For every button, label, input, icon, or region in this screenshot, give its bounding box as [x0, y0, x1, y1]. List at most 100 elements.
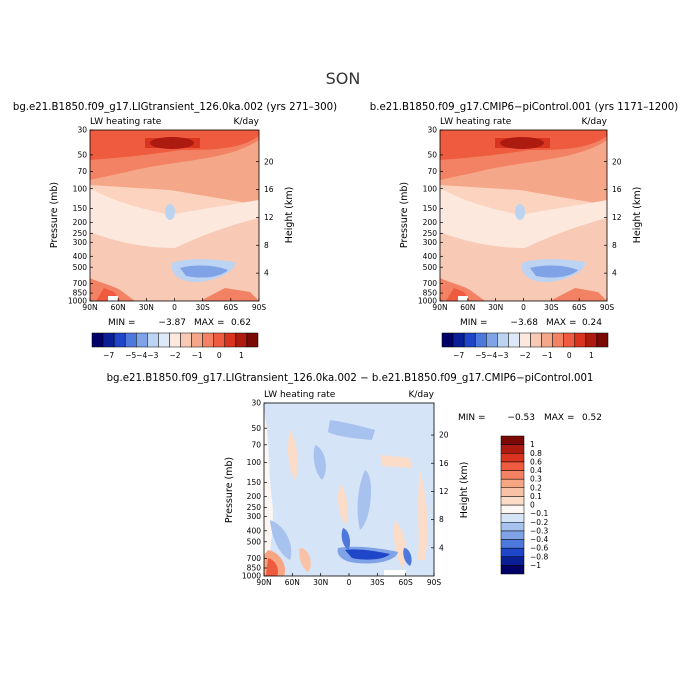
colorbar-label: 1 — [239, 351, 244, 360]
colorbar-label: −3 — [147, 351, 158, 360]
x-tick-label: 60N — [460, 303, 475, 312]
colorbar-swatch — [574, 332, 587, 348]
y-right-tick-label: 8 — [264, 241, 269, 250]
colorbar-swatch — [191, 332, 203, 348]
colorbar-label: −5 — [125, 351, 136, 360]
y-right-tick-label: 16 — [439, 459, 449, 468]
colorbar-swatch — [486, 332, 498, 348]
x-tick-label: 0 — [347, 578, 352, 587]
y-tick-label: 150 — [423, 204, 438, 213]
x-tick-label: 90S — [600, 303, 615, 312]
panel-3-min: −0.53 — [507, 413, 535, 423]
colorbar-swatch — [585, 332, 598, 348]
panel-3-min-label: MIN = — [458, 413, 486, 423]
colorbar-swatch — [463, 332, 476, 348]
colorbar-label: −7 — [453, 351, 464, 360]
panel-2-field — [440, 130, 607, 301]
x-tick-label: 90N — [432, 303, 447, 312]
y-tick-label: 700 — [73, 279, 88, 288]
y-tick-label: 700 — [247, 554, 262, 563]
y-tick-label: 100 — [423, 184, 438, 193]
y-tick-label: 400 — [423, 252, 438, 261]
colorbar-swatch — [530, 332, 542, 348]
colorbar-swatch — [508, 332, 520, 348]
colorbar-swatch — [500, 470, 525, 480]
colorbar-swatch — [452, 332, 465, 348]
colorbar-swatch — [500, 461, 525, 471]
y-tick-label: 250 — [73, 229, 88, 238]
y-tick-label: 200 — [423, 218, 438, 227]
colorbar-label: −0.2 — [530, 518, 548, 527]
y-tick-label: 1000 — [418, 297, 437, 306]
x-tick-label: 60N — [111, 303, 126, 312]
y-tick-label: 70 — [427, 167, 437, 176]
y-tick-label: 200 — [247, 492, 262, 501]
colorbar-swatch — [246, 332, 259, 348]
colorbar-swatch — [113, 332, 126, 348]
panel-3-colorbar: 10.80.60.40.30.20.10−0.1−0.2−0.3−0.4−0.6… — [500, 435, 548, 575]
y-tick-label: 500 — [423, 263, 438, 272]
colorbar-swatch — [91, 332, 104, 348]
colorbar-swatch — [541, 332, 553, 348]
y-right-tick-label: 12 — [439, 487, 449, 496]
colorbar-label: 1 — [589, 351, 594, 360]
y-tick-label: 250 — [247, 503, 262, 512]
y-tick-label: 70 — [77, 167, 87, 176]
panel-3-x-axis: 90N 60N 30N 0 30S 60S 90S — [256, 573, 441, 587]
colorbar-label: −0.6 — [530, 544, 548, 553]
y-tick-label: 850 — [247, 564, 262, 573]
colorbar-swatch — [552, 332, 564, 348]
panel-1-max-label: MAX = — [194, 318, 225, 328]
colorbar-label: −0.8 — [530, 552, 548, 561]
colorbar-label: −0.4 — [530, 535, 548, 544]
panel-1-y-axis-right: 20 16 12 8 4 — [256, 157, 274, 278]
y-right-tick-label: 4 — [612, 269, 617, 278]
colorbar-label: −4 — [136, 351, 147, 360]
x-tick-label: 30S — [370, 578, 385, 587]
y-tick-label: 500 — [247, 537, 262, 546]
x-tick-label: 60N — [285, 578, 300, 587]
y-right-tick-label: 20 — [264, 157, 274, 166]
panel-2-ylabel: Pressure (mb) — [399, 182, 410, 248]
panel-2-units: K/day — [582, 117, 608, 127]
y-tick-label: 100 — [247, 458, 262, 467]
colorbar-swatch — [500, 453, 525, 463]
x-tick-label: 30S — [196, 303, 211, 312]
y-right-tick-label: 12 — [612, 213, 622, 222]
panel-2-min: −3.68 — [510, 318, 538, 328]
y-tick-label: 850 — [73, 289, 88, 298]
x-tick-label: 30N — [139, 303, 154, 312]
panel-1-min: −3.87 — [158, 318, 186, 328]
colorbar-label: 1 — [530, 440, 535, 449]
y-tick-label: 500 — [73, 263, 88, 272]
x-tick-label: 0 — [172, 303, 177, 312]
colorbar-swatch — [500, 513, 525, 523]
x-tick-label: 0 — [521, 303, 526, 312]
colorbar-swatch — [441, 332, 454, 348]
colorbar-swatch — [500, 444, 525, 454]
y-tick-label: 200 — [73, 218, 88, 227]
y-tick-label: 70 — [251, 440, 261, 449]
panel-3-max-label: MAX = — [544, 413, 575, 423]
colorbar-swatch — [500, 522, 525, 532]
panel-2-y-axis-right: 20 16 12 8 4 — [604, 157, 622, 278]
y-right-tick-label: 16 — [612, 185, 622, 194]
x-tick-label: 60S — [572, 303, 587, 312]
x-tick-label: 90N — [256, 578, 271, 587]
panel-1-title: bg.e21.B1850.f09_g17.LIGtransient_126.0k… — [13, 102, 337, 113]
panel-2-field-label: LW heating rate — [440, 117, 512, 127]
x-tick-label: 30N — [488, 303, 503, 312]
colorbar-swatch — [147, 332, 159, 348]
panel-2-x-axis: 90N 60N 30N 0 30S 60S 90S — [432, 298, 614, 312]
y-right-tick-label: 4 — [439, 543, 444, 552]
colorbar-label: 0.3 — [530, 475, 542, 484]
colorbar-label: −3 — [497, 351, 508, 360]
colorbar-swatch — [519, 332, 531, 348]
colorbar-swatch — [500, 478, 525, 488]
colorbar-swatch — [500, 565, 525, 575]
x-tick-label: 30N — [313, 578, 328, 587]
panel-3-units: K/day — [409, 390, 435, 400]
